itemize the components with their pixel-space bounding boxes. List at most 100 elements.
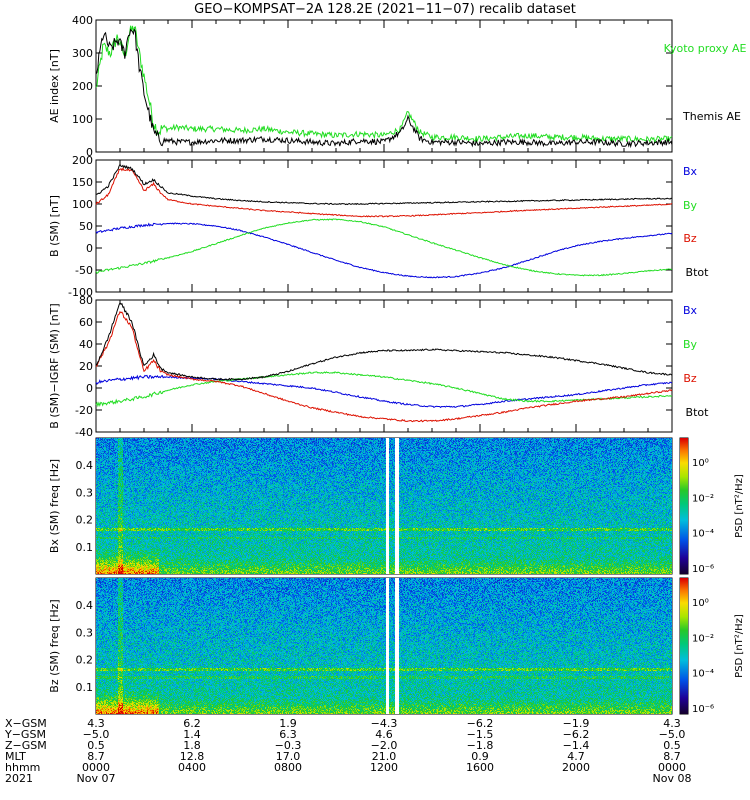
bxspec-colorbar-label: PSD [nT²/Hz]	[734, 474, 745, 538]
ephemeris-cell: 4.6	[375, 728, 393, 741]
bigrf-ytick-label: -40	[75, 426, 93, 439]
bzspec-colorbar-label: PSD [nT²/Hz]	[734, 614, 745, 678]
bx-spectrogram-image	[96, 438, 672, 574]
bigrf-series-by	[95, 371, 673, 408]
bxspec-colorbar-tick: 10⁻⁶	[692, 564, 714, 575]
bigrf-series-bx	[95, 374, 673, 409]
ephemeris-cell: 2000	[562, 761, 590, 774]
ephemeris-cell: −1.5	[467, 728, 494, 741]
bsm-series-bz	[95, 167, 673, 218]
ephemeris-cell: 6.2	[183, 717, 201, 730]
bsm-ylabel: B (SM) [nT]	[48, 195, 61, 257]
ae-ytick-label: 100	[72, 113, 93, 126]
bzspec-colorbar-tick: 10⁰	[692, 598, 709, 609]
bxspec-ylabel: Bx (SM) freq [Hz]	[48, 459, 61, 553]
bxspec-colorbar-tick: 10⁻²	[692, 493, 714, 504]
ae-ytick-label: 300	[72, 47, 93, 60]
ephemeris-row-label: 2021	[5, 772, 33, 785]
bsm-legend-bz: Bz	[683, 232, 697, 245]
bsm-ytick-label: -100	[68, 286, 93, 299]
ephemeris-cell: 1.9	[279, 717, 297, 730]
ephemeris-cell: −6.2	[467, 717, 494, 730]
ephemeris-cell: −2.0	[371, 739, 398, 752]
ephemeris-row-label: MLT	[5, 750, 26, 763]
bsm-series-btot	[96, 163, 673, 206]
ae-series-themis-ae	[95, 28, 673, 149]
bsm-ytick-label: 0	[86, 242, 93, 255]
ephemeris-cell: Nov 08	[653, 772, 692, 785]
ephemeris-cell: 4.3	[87, 717, 105, 730]
bsm-series-bx	[95, 222, 673, 279]
ephemeris-row-label: X−GSM	[5, 717, 47, 730]
bigrf-ytick-label: 0	[86, 382, 93, 395]
ephemeris-cell: Nov 07	[77, 772, 116, 785]
bigrf-legend-bx: Bx	[683, 304, 698, 317]
bsm-ytick-label: 100	[72, 198, 93, 211]
bigrf-legend-btot: Btot	[686, 406, 710, 419]
ae-series-kyoto-proxy-ae	[95, 25, 673, 144]
ephemeris-cell: −1.9	[563, 717, 590, 730]
ephemeris-cell: 12.8	[180, 750, 205, 763]
ephemeris-cell: −0.3	[275, 739, 302, 752]
b-sm-panel: -100 -50 0 50 100 150 200 B (SM) [nT]	[48, 154, 673, 299]
ephemeris-cell: 0000	[658, 761, 686, 774]
bxspec-ytick-label: 0.2	[76, 514, 94, 527]
ephemeris-cell: 17.0	[276, 750, 301, 763]
ephemeris-cell: 0400	[178, 761, 206, 774]
bxspec-ytick-label: 0.3	[76, 486, 94, 499]
ephemeris-cell: 4.7	[567, 750, 585, 763]
bzspec-ytick-label: 0.4	[76, 599, 94, 612]
ephemeris-cell: −5.0	[659, 728, 686, 741]
ae-ytick-label: 400	[72, 14, 93, 27]
bzspec-colorbar-tick: 10⁻⁶	[692, 704, 714, 715]
bzspec-ytick-label: 0.3	[76, 626, 94, 639]
bigrf-ytick-label: 80	[79, 294, 93, 307]
ephemeris-cell: 4.3	[663, 717, 681, 730]
bsm-frame	[95, 159, 673, 293]
bxspec-colorbar-tick: 10⁻⁴	[692, 529, 714, 540]
bzspec-ytick-label: 0.1	[76, 681, 94, 694]
bzspec-ylabel: Bz (SM) freq [Hz]	[48, 599, 61, 692]
bsm-legend-by: By	[683, 199, 698, 212]
bsm-series-by	[95, 218, 673, 277]
bigrf-frame	[95, 299, 673, 433]
bxspec-ytick-label: 0.1	[76, 541, 94, 554]
bigrf-ytick-label: 40	[79, 338, 93, 351]
bxspec-ytick-label: 0.4	[76, 459, 94, 472]
figure-title: GEO−KOMPSAT−2A 128.2E (2021−11−07) recal…	[194, 2, 576, 17]
bigrf-ylabel: B (SM)−IGRF (SM) [nT]	[48, 303, 61, 428]
bsm-ytick-label: -50	[75, 264, 93, 277]
ephemeris-cell: 8.7	[87, 750, 105, 763]
bigrf-series-btot	[95, 301, 673, 381]
bsm-ytick-label: 150	[72, 176, 93, 189]
ephemeris-cell: 1.8	[183, 739, 201, 752]
ae-legend-themis: Themis AE	[682, 110, 741, 123]
ephemeris-cell: 0000	[82, 761, 110, 774]
bigrf-legend-bz: Bz	[683, 372, 697, 385]
bz-colorbar	[680, 578, 688, 714]
bigrf-series-bz	[95, 310, 673, 423]
ephemeris-cell: 1.4	[183, 728, 201, 741]
ephemeris-cell: 0.5	[663, 739, 681, 752]
bsm-ytick-label: 50	[79, 220, 93, 233]
bsm-ytick-label: 200	[72, 154, 93, 167]
ae-ytick-label: 0	[86, 146, 93, 159]
bigrf-ytick-label: -20	[75, 404, 93, 417]
ephemeris-cell: 0800	[274, 761, 302, 774]
bsm-legend-bx: Bx	[683, 165, 698, 178]
bzspec-colorbar-tick: 10⁻²	[692, 633, 714, 644]
bigrf-ytick-label: 20	[79, 360, 93, 373]
ephemeris-row-label: hhmm	[5, 761, 40, 774]
ephemeris-cell: −1.4	[563, 739, 590, 752]
ephemeris-cell: 0.9	[471, 750, 489, 763]
ae-ytick-label: 200	[72, 80, 93, 93]
ephemeris-cell: −4.3	[371, 717, 398, 730]
ephemeris-cell: −1.8	[467, 739, 494, 752]
bigrf-legend-by: By	[683, 338, 698, 351]
ephemeris-row-label: Y−GSM	[4, 728, 46, 741]
ephemeris-cell: 1600	[466, 761, 494, 774]
bsm-legend-btot: Btot	[686, 266, 710, 279]
bigrf-ytick-label: 60	[79, 316, 93, 329]
ephemeris-cell: 8.7	[663, 750, 681, 763]
ae-index-panel: 0 100 200 300 400 AE index [nT]	[48, 14, 673, 159]
